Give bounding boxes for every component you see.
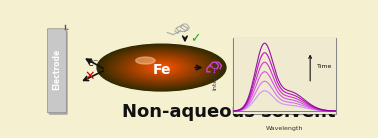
Circle shape — [115, 51, 208, 84]
Text: Intensity: Intensity — [212, 62, 217, 90]
Circle shape — [117, 51, 206, 84]
Circle shape — [135, 58, 188, 77]
Circle shape — [132, 57, 191, 78]
Circle shape — [145, 62, 178, 74]
Circle shape — [102, 46, 221, 89]
Circle shape — [142, 60, 181, 75]
Circle shape — [99, 45, 224, 90]
Circle shape — [120, 53, 203, 83]
Circle shape — [158, 66, 165, 69]
Circle shape — [152, 64, 171, 71]
Text: Wavelength: Wavelength — [266, 126, 303, 131]
Circle shape — [104, 47, 219, 89]
Circle shape — [110, 49, 213, 86]
Circle shape — [150, 63, 173, 72]
Circle shape — [136, 57, 155, 64]
Circle shape — [155, 65, 168, 70]
Circle shape — [137, 59, 186, 77]
Text: Fe: Fe — [152, 63, 171, 77]
Text: e⁻: e⁻ — [87, 58, 98, 68]
Circle shape — [153, 65, 170, 71]
Circle shape — [156, 66, 166, 69]
Circle shape — [112, 50, 211, 86]
Circle shape — [140, 60, 183, 75]
Circle shape — [105, 47, 218, 88]
Circle shape — [113, 50, 209, 85]
Circle shape — [119, 52, 204, 83]
Circle shape — [127, 55, 196, 80]
Text: Time: Time — [318, 64, 333, 69]
Circle shape — [107, 48, 216, 87]
FancyBboxPatch shape — [233, 38, 336, 114]
Circle shape — [124, 54, 200, 81]
Circle shape — [143, 61, 180, 74]
Circle shape — [160, 67, 163, 68]
Circle shape — [138, 59, 184, 76]
Circle shape — [147, 62, 177, 73]
Text: ✓: ✓ — [190, 32, 200, 45]
Text: Non-aqueous solvent: Non-aqueous solvent — [122, 103, 336, 121]
FancyBboxPatch shape — [47, 29, 66, 113]
Circle shape — [129, 56, 195, 79]
Text: Electrode: Electrode — [52, 49, 61, 90]
Circle shape — [100, 45, 223, 90]
Circle shape — [122, 53, 201, 82]
FancyBboxPatch shape — [49, 31, 68, 115]
Circle shape — [125, 54, 198, 81]
Circle shape — [97, 44, 226, 91]
Circle shape — [148, 63, 175, 72]
Circle shape — [108, 48, 214, 87]
Circle shape — [130, 56, 193, 79]
Circle shape — [133, 57, 190, 78]
Text: ✕: ✕ — [84, 70, 95, 83]
